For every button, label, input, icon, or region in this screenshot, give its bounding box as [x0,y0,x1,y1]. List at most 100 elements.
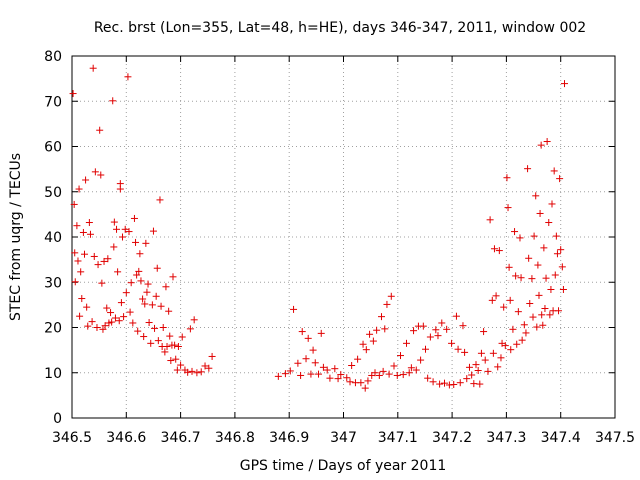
data-point [136,250,144,258]
data-point [171,341,179,349]
data-point [381,325,389,333]
data-point [550,167,558,175]
x-tick-label: 347.4 [541,430,581,446]
data-point [537,141,545,149]
data-point [450,381,458,389]
data-point [197,368,205,376]
data-point [511,228,519,236]
data-point [73,222,81,230]
data-point [281,370,289,378]
data-point [456,379,464,387]
data-point [153,264,161,272]
data-point [354,355,362,363]
data-point [144,280,152,288]
x-tick-label: 346.7 [161,430,201,446]
data-point [140,333,148,341]
data-point [509,325,517,333]
data-point [326,374,334,382]
data-point [371,369,379,377]
x-tick-label: 347.5 [595,430,635,446]
data-point [294,359,302,367]
data-point [188,367,196,375]
data-point [489,349,497,357]
data-point [149,227,157,235]
data-point [145,319,153,327]
data-point [529,313,537,321]
data-point [484,367,492,375]
data-point [452,312,460,320]
data-point [399,371,407,379]
data-point [434,332,442,340]
data-point [154,337,162,345]
data-point [536,209,544,217]
data-point [522,329,530,337]
data-point [397,352,405,360]
data-point [541,304,549,312]
data-point [459,322,467,330]
x-tick-label: 346.5 [52,430,92,446]
data-point [117,299,125,307]
data-point [375,371,383,379]
y-tick-label: 70 [44,94,62,110]
data-point [286,367,294,375]
data-point [361,384,369,392]
data-point [307,370,315,378]
data-point [500,303,508,311]
data-point [141,300,149,308]
data-point [513,340,521,348]
data-point [208,352,216,360]
y-tick-labels: 0 10 20 30 40 50 60 70 80 [44,49,62,427]
data-point [98,279,106,287]
data-point [481,356,489,364]
data-point [543,138,551,146]
data-point [412,366,420,374]
data-point [134,327,142,335]
data-point [109,97,117,105]
data-point [101,322,109,330]
y-tick-label: 80 [44,49,62,65]
data-point [337,371,345,379]
data-point [369,337,377,345]
data-point [165,307,173,315]
data-point [503,174,511,182]
data-point [159,324,167,331]
y-axis-label: STEC from uqrg / TECUs [8,153,24,321]
data-point [135,267,143,275]
data-point [379,367,387,375]
data-point [115,317,123,325]
data-point [477,349,485,357]
data-points [69,64,569,392]
data-point [142,239,150,247]
data-point [383,300,391,308]
data-point [147,339,155,347]
data-point [163,343,171,351]
data-point [486,216,494,224]
y-tick-label: 30 [44,275,62,291]
data-point [80,250,88,258]
data-point [71,249,79,257]
data-point [387,292,395,300]
data-point [173,366,181,374]
data-point [75,185,83,193]
data-point [364,377,372,385]
data-point [357,379,365,387]
data-point [116,180,124,188]
data-point [334,375,342,383]
data-point [474,366,482,374]
data-point [346,378,354,386]
data-point [71,278,79,286]
data-point [429,378,437,386]
data-point [378,313,386,321]
data-point [556,175,564,183]
data-point [534,261,542,269]
data-point [559,285,567,293]
data-point [555,307,563,315]
data-point [530,232,538,240]
data-point [421,345,429,353]
grid [72,56,615,418]
y-tick-label: 20 [44,321,62,337]
data-point [79,228,87,236]
data-point [516,234,524,242]
data-point [432,326,440,334]
data-point [290,305,298,313]
